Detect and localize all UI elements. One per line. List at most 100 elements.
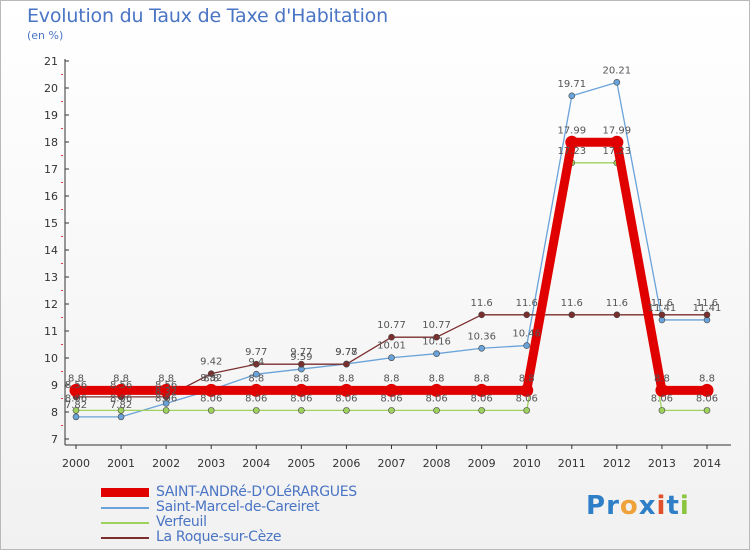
- data-point: [298, 407, 305, 414]
- logo-letter: r: [606, 491, 620, 521]
- data-label: 8.06: [65, 393, 87, 404]
- data-label: 8.8: [519, 373, 535, 384]
- data-point: [343, 407, 350, 414]
- x-tick-label: 2001: [107, 457, 135, 470]
- data-label: 9.59: [290, 352, 312, 363]
- data-point: [613, 79, 621, 86]
- data-label: 8.32: [155, 386, 177, 397]
- axes: 7 8 9 10 11 12 13 14 15 16 17 18 19 20 21 2000 2001 2002 2…: [44, 55, 731, 470]
- data-label: 8.8: [429, 373, 445, 384]
- data-label: 8.06: [200, 393, 222, 404]
- data-point: [568, 92, 576, 100]
- data-point: [298, 360, 305, 368]
- x-tick-label: 2009: [468, 457, 496, 470]
- data-point: [252, 370, 260, 378]
- series-0: [69, 135, 714, 397]
- data-point: [252, 407, 260, 414]
- data-label: 8.8: [654, 373, 670, 384]
- data-label: 8.56: [110, 380, 132, 391]
- y-tick-label: 8: [51, 406, 58, 419]
- data-label: 9.42: [200, 357, 222, 368]
- data-point: [69, 383, 83, 397]
- data-label: 8.8: [203, 373, 219, 384]
- y-tick-label: 13: [44, 271, 58, 284]
- data-label: 8.06: [696, 393, 718, 404]
- data-label: 8.06: [380, 393, 402, 404]
- logo-letter: x: [638, 491, 657, 521]
- x-tick-label: 2005: [287, 457, 315, 470]
- x-tick-label: 2002: [152, 457, 180, 470]
- data-label: 8.8: [384, 373, 400, 384]
- data-point: [388, 333, 395, 341]
- y-tick-label: 21: [44, 55, 58, 68]
- data-point: [433, 333, 440, 341]
- logo-letter: t: [666, 491, 680, 521]
- data-label: 8.06: [245, 393, 267, 404]
- y-tick-label: 9: [51, 379, 58, 392]
- data-label: 8.56: [65, 380, 87, 391]
- data-label: 17.23: [603, 146, 632, 157]
- data-point: [568, 311, 576, 319]
- data-point: [159, 383, 173, 397]
- data-point: [207, 407, 215, 414]
- data-label: 8.06: [516, 393, 538, 404]
- data-point: [388, 407, 395, 414]
- y-tick-label: 10: [44, 352, 58, 365]
- logo-letter: i: [656, 491, 667, 521]
- data-label: 11.6: [471, 298, 493, 309]
- x-tick-label: 2006: [332, 457, 360, 470]
- y-tick-label: 19: [44, 109, 58, 122]
- data-point: [72, 407, 80, 414]
- data-label: 8.8: [699, 373, 715, 384]
- chart-subtitle: (en %): [27, 29, 64, 42]
- data-point: [433, 350, 440, 357]
- data-point: [658, 407, 666, 414]
- data-point: [117, 407, 125, 414]
- data-point: [162, 400, 170, 407]
- proxiti-logo: Proxiti: [586, 491, 690, 521]
- data-label: 17.99: [557, 125, 586, 136]
- x-tick-label: 2007: [378, 457, 406, 470]
- x-tick-label: 2008: [423, 457, 451, 470]
- data-label: 11.6: [561, 298, 583, 309]
- y-tick-label: 11: [44, 325, 58, 338]
- legend-label: SAINT-ANDRé-D'OLéRARGUES: [156, 484, 357, 500]
- data-label: 8.06: [425, 393, 447, 404]
- legend-label: Verfeuil: [156, 514, 207, 530]
- y-tick-label: 18: [44, 136, 58, 149]
- x-tick-label: 2010: [513, 457, 541, 470]
- y-tick-label: 16: [44, 190, 58, 203]
- y-tick-label: 7: [51, 433, 58, 446]
- data-label: 20.21: [603, 65, 632, 76]
- data-point: [703, 311, 711, 319]
- data-point: [204, 383, 218, 397]
- x-tick-label: 2012: [603, 457, 631, 470]
- y-tick-label: 15: [44, 217, 58, 230]
- data-label: 7.82: [65, 400, 87, 411]
- x-tick-label: 2011: [558, 457, 586, 470]
- data-label: 8.06: [155, 393, 177, 404]
- data-point: [117, 413, 125, 421]
- data-label: 10.01: [377, 341, 406, 352]
- chart-title: Evolution du Taux de Taxe d'Habitation: [27, 5, 388, 27]
- data-point: [478, 407, 485, 414]
- data-point: [114, 383, 128, 397]
- data-label: 17.99: [603, 125, 632, 136]
- data-point: [430, 383, 444, 397]
- data-labels-layer: 8.8 8.8 8.8 8.8 8.8 8.8 8.8 8.8 8.8 8.8 8.8 17.99 17…: [65, 65, 721, 411]
- y-tick-label: 20: [44, 82, 58, 95]
- y-tick-label: 12: [44, 298, 58, 311]
- data-label: 8.8: [338, 373, 354, 384]
- data-label: 8.82: [200, 373, 222, 384]
- x-tick-label: 2004: [242, 457, 270, 470]
- data-label: 11.41: [648, 303, 677, 314]
- data-label: 11.6: [651, 298, 673, 309]
- legend-swatch: [101, 488, 149, 497]
- data-point: [523, 342, 531, 349]
- data-label: 10.46: [512, 329, 541, 340]
- data-point: [703, 407, 711, 414]
- logo-letter: o: [619, 491, 639, 521]
- x-tick-label: 2003: [197, 457, 225, 470]
